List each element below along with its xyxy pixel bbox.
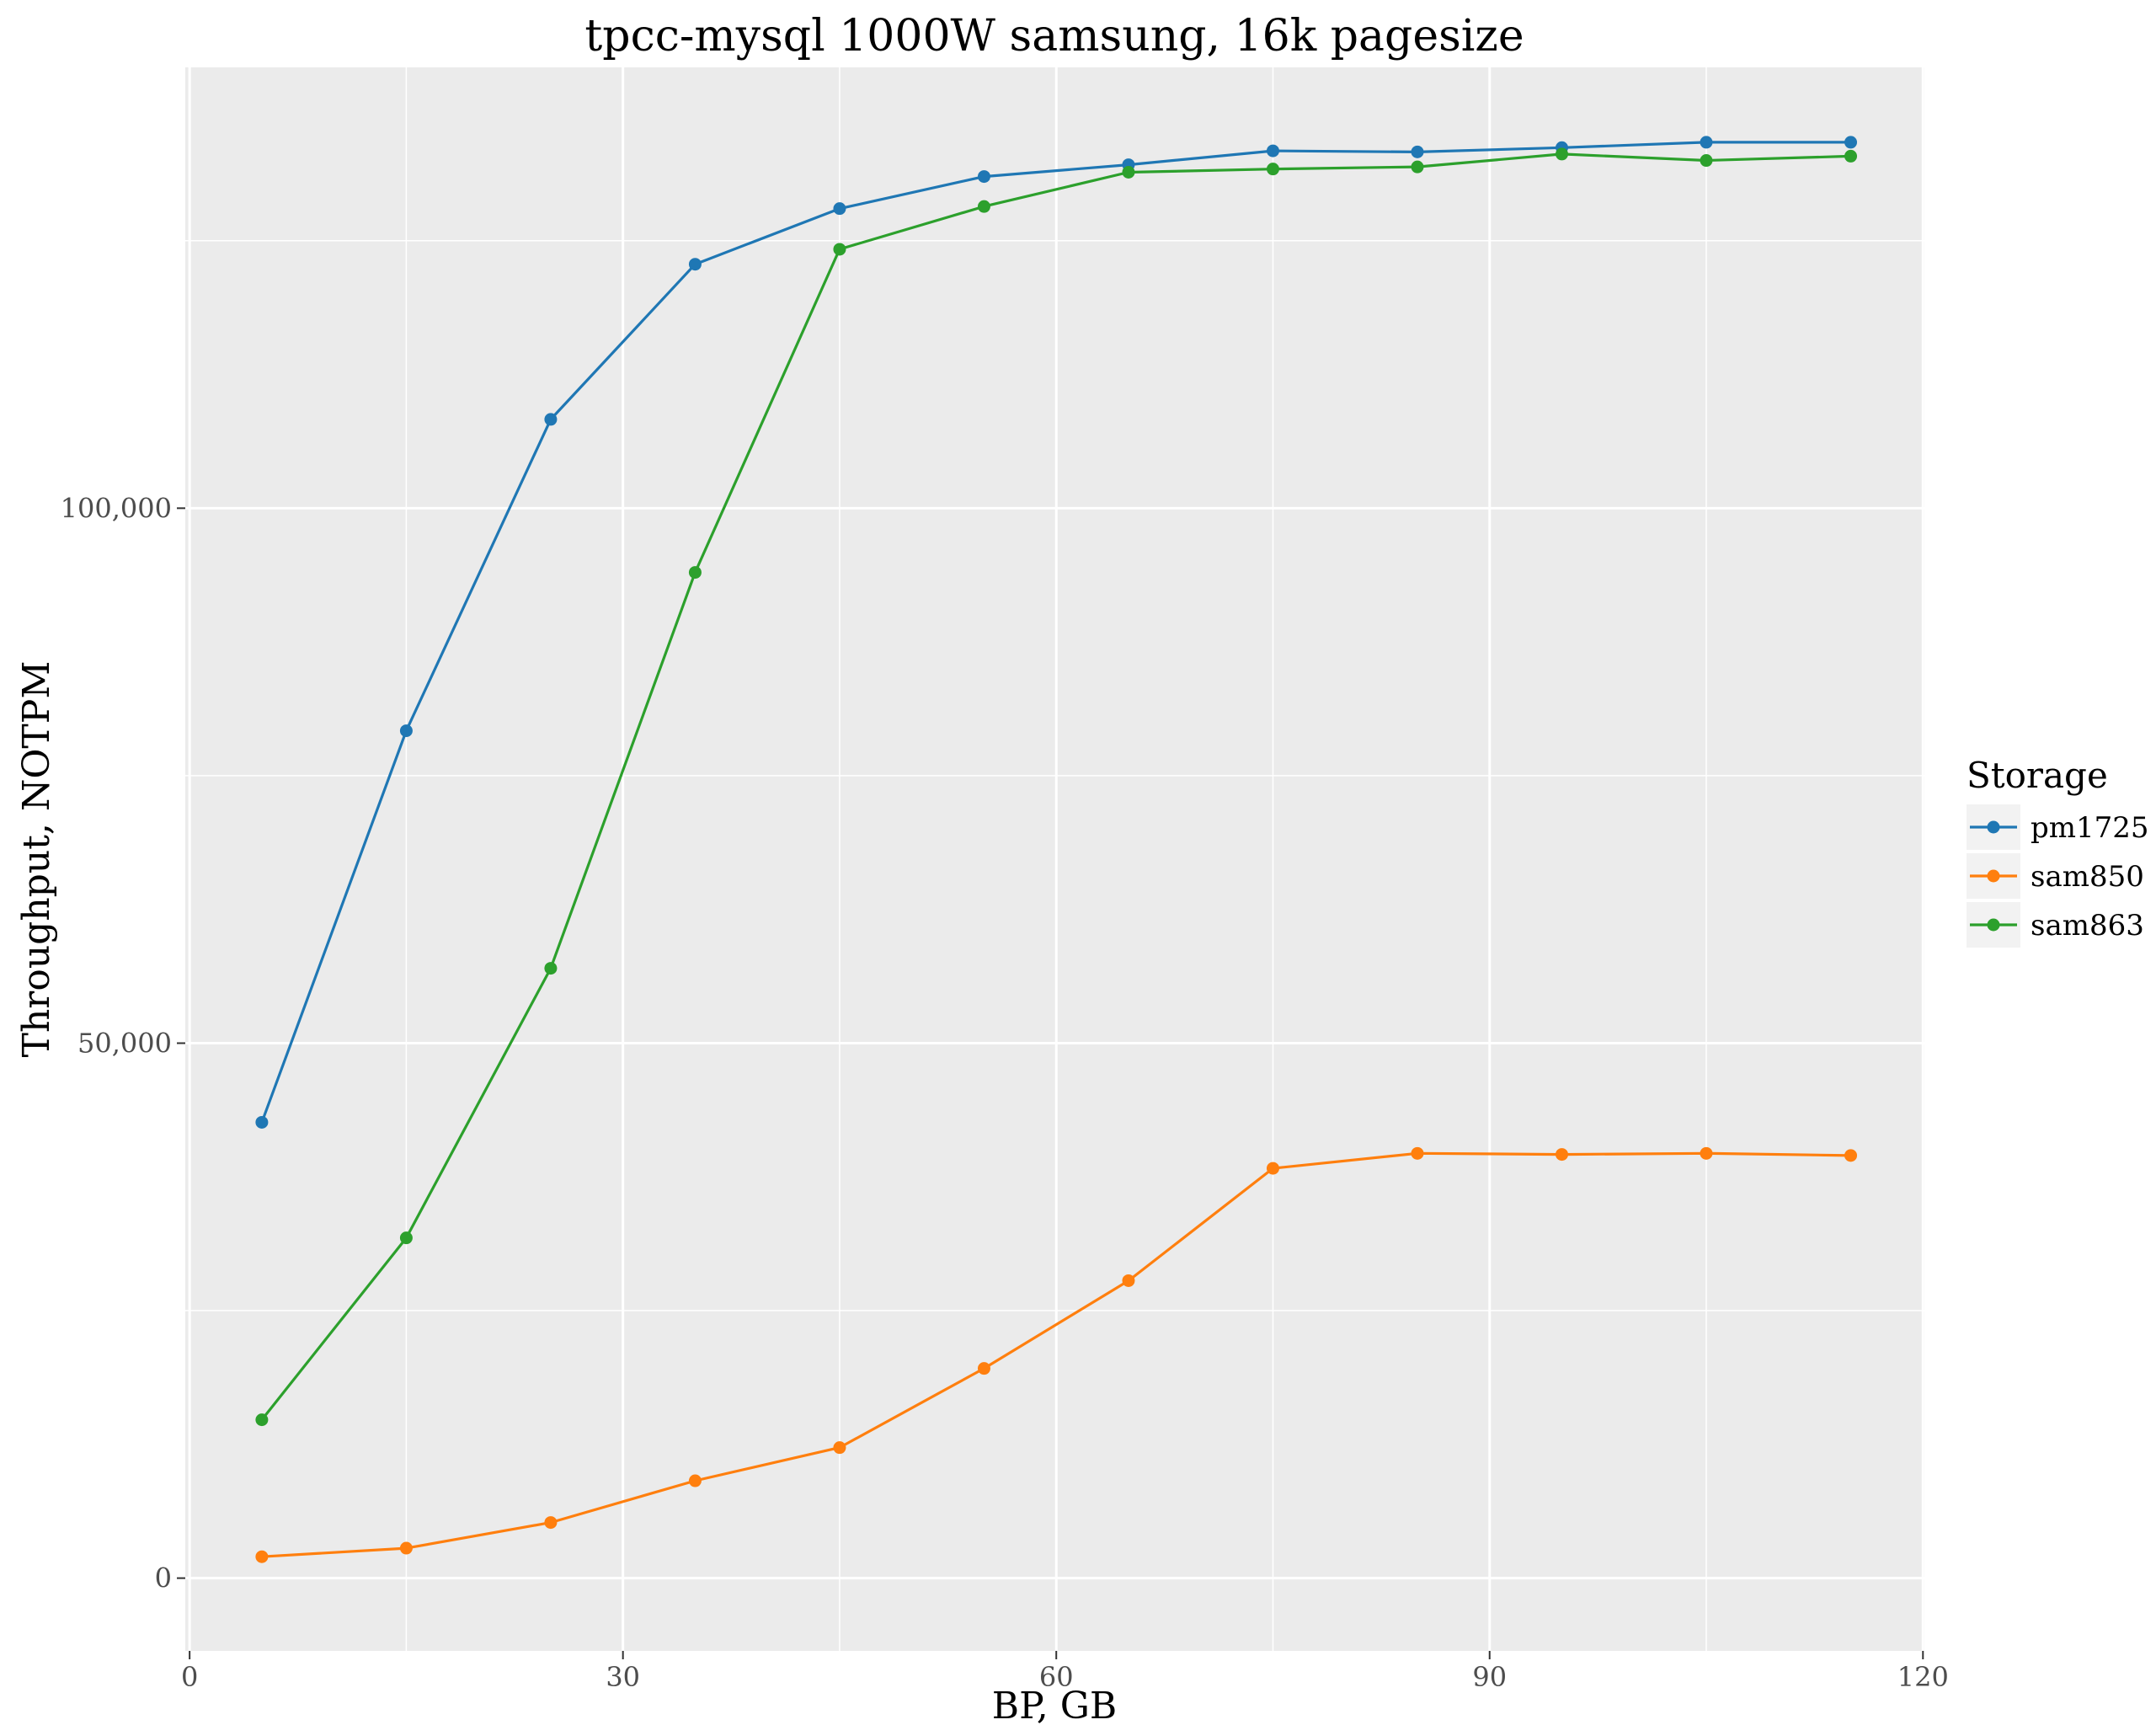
data-point-sam863 [833,243,846,256]
data-point-pm1725 [544,413,558,426]
series-sam863 [255,147,1858,1427]
data-point-sam863 [1266,163,1279,176]
data-point-sam863 [399,1231,413,1245]
data-point-sam863 [1122,165,1135,179]
data-point-sam863 [1411,160,1424,174]
data-point-sam850 [1844,1149,1858,1162]
legend-key-point [1987,820,2000,834]
x-tick-label: 30 [606,1661,640,1693]
y-tick-label: 0 [155,1562,172,1594]
data-point-sam850 [399,1541,413,1555]
minor-gridlines [185,67,1924,1651]
x-axis-title: BP, GB [992,1685,1117,1725]
x-tick-label: 0 [181,1661,198,1693]
data-point-sam863 [544,962,558,975]
data-point-sam863 [688,566,702,579]
data-point-sam863 [255,1413,269,1427]
legend-key-point [1987,869,2000,883]
data-point-sam850 [977,1362,990,1375]
data-point-sam850 [1700,1146,1713,1160]
chart-title: tpcc-mysql 1000W samsung, 16k pagesize [584,11,1524,61]
series-line-pm1725 [260,141,1851,1124]
data-point-pm1725 [977,170,990,184]
data-point-sam863 [1556,147,1569,161]
data-point-pm1725 [399,724,413,738]
legend-item-pm1725: pm1725 [1967,804,2149,850]
y-tick-label: 100,000 [61,492,172,524]
data-point-sam850 [544,1516,558,1530]
data-point-sam850 [1411,1146,1424,1160]
plot-panel [185,67,1924,1651]
legend-title: Storage [1967,755,2108,796]
data-point-sam850 [688,1474,702,1487]
legend-label-sam863: sam863 [2031,909,2144,943]
data-point-sam850 [1266,1162,1279,1175]
data-point-pm1725 [1700,136,1713,149]
legend-label-pm1725: pm1725 [2031,811,2149,845]
legend: Storage pm1725 sam850 sam863 [1967,755,2149,948]
data-point-sam850 [833,1441,846,1455]
data-point-pm1725 [1844,136,1858,149]
data-point-sam863 [1844,149,1858,163]
y-tick-label: 50,000 [77,1027,172,1059]
x-tick-label: 90 [1472,1661,1507,1693]
series-layer [255,136,1858,1563]
data-point-pm1725 [833,202,846,216]
x-tick-label: 120 [1897,1661,1949,1693]
series-line-sam850 [261,1151,1851,1558]
data-point-sam850 [1122,1274,1135,1287]
data-point-sam850 [1556,1148,1569,1162]
data-point-pm1725 [688,258,702,271]
legend-label-sam850: sam850 [2031,860,2144,894]
data-point-pm1725 [255,1115,269,1129]
data-point-sam850 [255,1550,269,1563]
data-point-pm1725 [1411,145,1424,158]
x-tick-label: 60 [1039,1661,1074,1693]
data-point-sam863 [1700,154,1713,168]
y-axis-title: Throughput, NOTPM [15,661,58,1058]
legend-item-sam850: sam850 [1967,853,2144,899]
series-line-sam863 [260,152,1851,1421]
x-axis: 0 30 60 90 120 [181,1651,1949,1693]
data-point-sam863 [977,200,990,213]
y-axis: 0 50,000 100,000 [61,492,185,1594]
data-point-pm1725 [1266,144,1279,158]
legend-key-point [1987,918,2000,932]
series-sam850 [255,1146,1858,1563]
major-gridlines [185,67,1924,1651]
legend-item-sam863: sam863 [1967,902,2144,948]
